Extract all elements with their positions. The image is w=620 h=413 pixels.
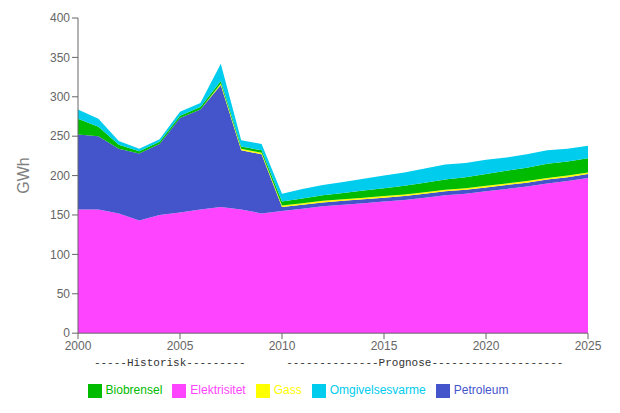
html-text:Gass: Gass [273,383,302,398]
svg-text:350: 350 [50,51,70,65]
svg-text:-----Historisk---------: -----Historisk--------- [94,357,246,369]
svg-text:100: 100 [50,248,70,262]
svg-text:2025: 2025 [575,339,602,353]
svg-text:GWh: GWh [15,157,32,193]
svg-text:2000: 2000 [65,339,92,353]
svg-text:2015: 2015 [371,339,398,353]
svg-text:250: 250 [50,129,70,143]
svg-text:200: 200 [50,169,70,183]
html-text:Elektrisitet: Elektrisitet [190,383,246,398]
svg-text:0: 0 [63,326,70,340]
svg-text:300: 300 [50,90,70,104]
svg-text:400: 400 [50,11,70,25]
svg-text:2010: 2010 [269,339,296,353]
html-text:Omgivelsesvarme: Omgivelsesvarme [329,383,426,398]
svg-text:2005: 2005 [167,339,194,353]
svg-text:50: 50 [57,287,71,301]
svg-text:150: 150 [50,208,70,222]
html-text:Petroleum: Petroleum [453,383,509,398]
svg-text:--------------Prognose--------: --------------Prognose------------------… [286,357,563,369]
html-text:Biobrensel: Biobrensel [105,383,163,398]
svg-text:2020: 2020 [473,339,500,353]
